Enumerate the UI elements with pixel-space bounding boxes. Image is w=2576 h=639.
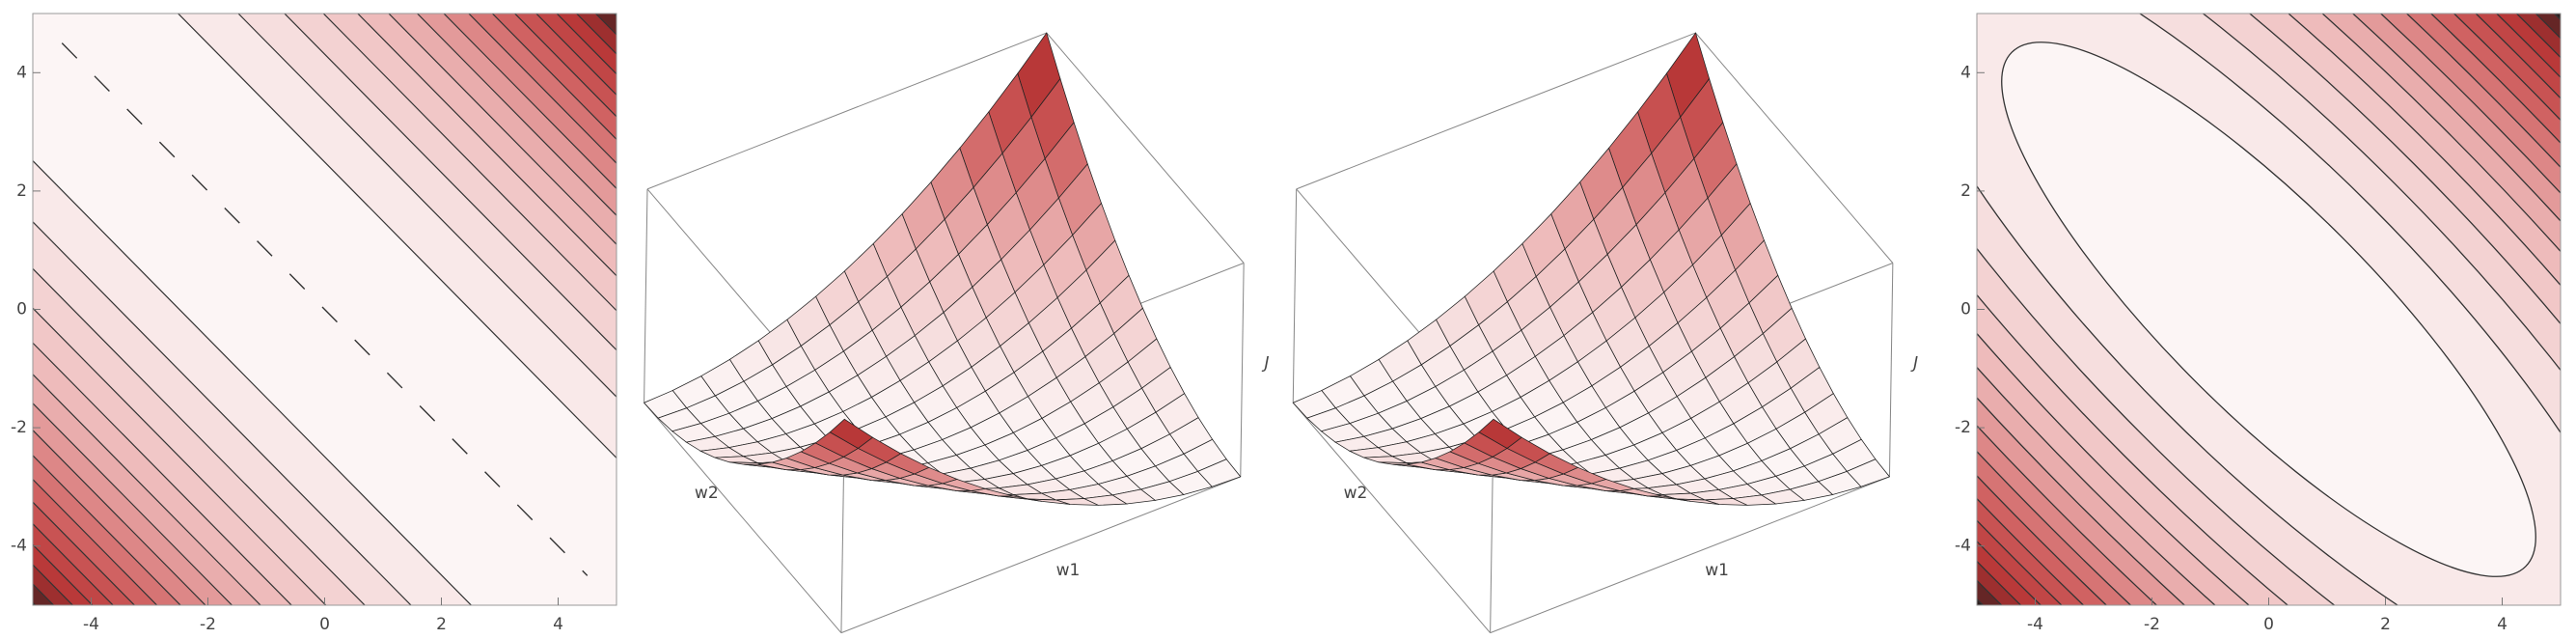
contour-plot: -4 -2 0 2 4 -4 -2 0 2 4 [11, 13, 617, 634]
y-tick-label: 4 [16, 63, 27, 82]
box-edge [1695, 32, 1894, 264]
contour-line [237, 14, 617, 398]
surface-plot: w1 w2 J [1292, 32, 1918, 634]
x-tick-label: 4 [553, 615, 563, 634]
x-axis-label: w1 [1705, 561, 1729, 580]
x-tick-label: 4 [2497, 615, 2507, 634]
plot-area [33, 14, 617, 605]
surface-plot: w1 w2 J [643, 32, 1270, 634]
y-tick-label: 2 [1960, 181, 1971, 201]
box-edge [840, 476, 1241, 634]
box-edge [1240, 263, 1245, 477]
box-edge [644, 188, 648, 403]
plot-area [1977, 14, 2561, 605]
y-tick-label: -4 [11, 537, 27, 556]
x-tick-label: -4 [83, 615, 99, 634]
x-tick-label: 0 [319, 615, 330, 634]
x-tick-label: 2 [436, 615, 447, 634]
contour-line [284, 14, 617, 351]
y-tick-label: 0 [16, 300, 27, 320]
contour-line [33, 267, 366, 605]
contour-line [61, 42, 589, 576]
box-edge [644, 402, 842, 633]
contour-line [177, 14, 617, 459]
contour-line [33, 159, 473, 605]
box-edge [1292, 402, 1492, 633]
surface-patch [829, 418, 874, 449]
y-tick-label: -2 [1955, 418, 1971, 437]
box-edge [1490, 476, 1890, 634]
contour-line [33, 221, 412, 605]
y-axis-label: w2 [695, 484, 719, 503]
contour-plot: -4 -2 0 2 4 -4 -2 0 2 4 [1955, 13, 2562, 634]
box-edge [1292, 188, 1298, 403]
box-edge [646, 32, 1047, 190]
x-tick-label: -2 [2144, 615, 2160, 634]
x-tick-label: -4 [2027, 615, 2043, 634]
surface-patch [1478, 418, 1522, 449]
z-axis-label: J [1261, 353, 1269, 373]
y-tick-label: -2 [11, 418, 27, 437]
x-tick-label: 0 [2263, 615, 2274, 634]
band [2001, 42, 2536, 577]
x-tick-label: -2 [200, 615, 216, 634]
box-edge [1888, 263, 1894, 477]
y-tick-label: 2 [16, 181, 27, 201]
box-edge [1046, 32, 1245, 264]
z-axis-label: J [1910, 353, 1918, 373]
y-axis-label: w2 [1344, 484, 1368, 503]
x-axis-label: w1 [1056, 561, 1081, 580]
y-tick-label: 0 [1960, 300, 1971, 320]
box-edge [1296, 32, 1696, 190]
y-tick-label: -4 [1955, 537, 1971, 556]
y-tick-label: 4 [1960, 63, 1971, 82]
x-tick-label: 2 [2380, 615, 2391, 634]
contour-line [322, 14, 617, 312]
